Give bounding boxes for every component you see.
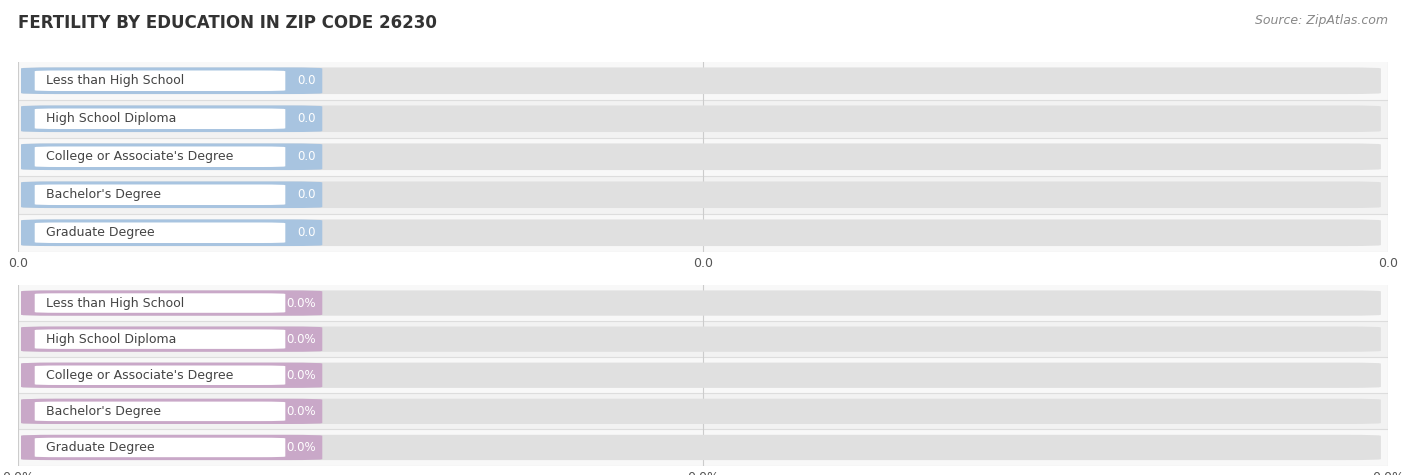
- Text: High School Diploma: High School Diploma: [45, 112, 176, 125]
- Bar: [18, 429, 1388, 466]
- FancyBboxPatch shape: [21, 143, 322, 170]
- Text: Graduate Degree: Graduate Degree: [45, 441, 155, 454]
- Text: College or Associate's Degree: College or Associate's Degree: [45, 369, 233, 382]
- FancyBboxPatch shape: [21, 67, 322, 94]
- Bar: [18, 214, 1388, 252]
- FancyBboxPatch shape: [35, 437, 285, 457]
- Bar: [18, 100, 1388, 138]
- Text: FERTILITY BY EDUCATION IN ZIP CODE 26230: FERTILITY BY EDUCATION IN ZIP CODE 26230: [18, 14, 437, 32]
- Bar: [18, 357, 1388, 393]
- Text: 0.0: 0.0: [297, 74, 315, 87]
- Text: 0.0%: 0.0%: [285, 441, 315, 454]
- FancyBboxPatch shape: [21, 105, 322, 132]
- FancyBboxPatch shape: [21, 219, 1381, 246]
- Text: 0.0: 0.0: [297, 150, 315, 163]
- FancyBboxPatch shape: [21, 290, 1381, 316]
- FancyBboxPatch shape: [21, 362, 322, 388]
- Text: High School Diploma: High School Diploma: [45, 332, 176, 346]
- FancyBboxPatch shape: [21, 399, 1381, 424]
- FancyBboxPatch shape: [21, 290, 322, 316]
- Text: Less than High School: Less than High School: [45, 296, 184, 310]
- FancyBboxPatch shape: [21, 435, 1381, 460]
- Text: 0.0%: 0.0%: [285, 332, 315, 346]
- FancyBboxPatch shape: [21, 219, 322, 246]
- FancyBboxPatch shape: [21, 326, 322, 352]
- FancyBboxPatch shape: [35, 108, 285, 129]
- FancyBboxPatch shape: [21, 435, 322, 460]
- Bar: [18, 393, 1388, 429]
- FancyBboxPatch shape: [35, 293, 285, 313]
- Text: 0.0%: 0.0%: [285, 369, 315, 382]
- Bar: [18, 62, 1388, 100]
- FancyBboxPatch shape: [21, 181, 1381, 208]
- FancyBboxPatch shape: [21, 143, 1381, 170]
- FancyBboxPatch shape: [35, 329, 285, 349]
- Text: Bachelor's Degree: Bachelor's Degree: [45, 188, 160, 201]
- FancyBboxPatch shape: [21, 105, 1381, 132]
- Bar: [18, 321, 1388, 357]
- Bar: [18, 285, 1388, 321]
- FancyBboxPatch shape: [21, 181, 322, 208]
- FancyBboxPatch shape: [35, 146, 285, 167]
- Text: 0.0%: 0.0%: [285, 296, 315, 310]
- Text: 0.0: 0.0: [297, 112, 315, 125]
- FancyBboxPatch shape: [35, 401, 285, 421]
- Text: Less than High School: Less than High School: [45, 74, 184, 87]
- Text: 0.0: 0.0: [297, 188, 315, 201]
- FancyBboxPatch shape: [21, 399, 322, 424]
- FancyBboxPatch shape: [21, 67, 1381, 94]
- FancyBboxPatch shape: [21, 326, 1381, 352]
- FancyBboxPatch shape: [35, 222, 285, 243]
- Text: 0.0%: 0.0%: [285, 405, 315, 418]
- FancyBboxPatch shape: [21, 362, 1381, 388]
- Text: Bachelor's Degree: Bachelor's Degree: [45, 405, 160, 418]
- Bar: [18, 138, 1388, 176]
- FancyBboxPatch shape: [35, 70, 285, 91]
- FancyBboxPatch shape: [35, 184, 285, 205]
- Text: 0.0: 0.0: [297, 226, 315, 239]
- FancyBboxPatch shape: [35, 365, 285, 385]
- Text: Graduate Degree: Graduate Degree: [45, 226, 155, 239]
- Text: Source: ZipAtlas.com: Source: ZipAtlas.com: [1254, 14, 1388, 27]
- Bar: [18, 176, 1388, 214]
- Text: College or Associate's Degree: College or Associate's Degree: [45, 150, 233, 163]
